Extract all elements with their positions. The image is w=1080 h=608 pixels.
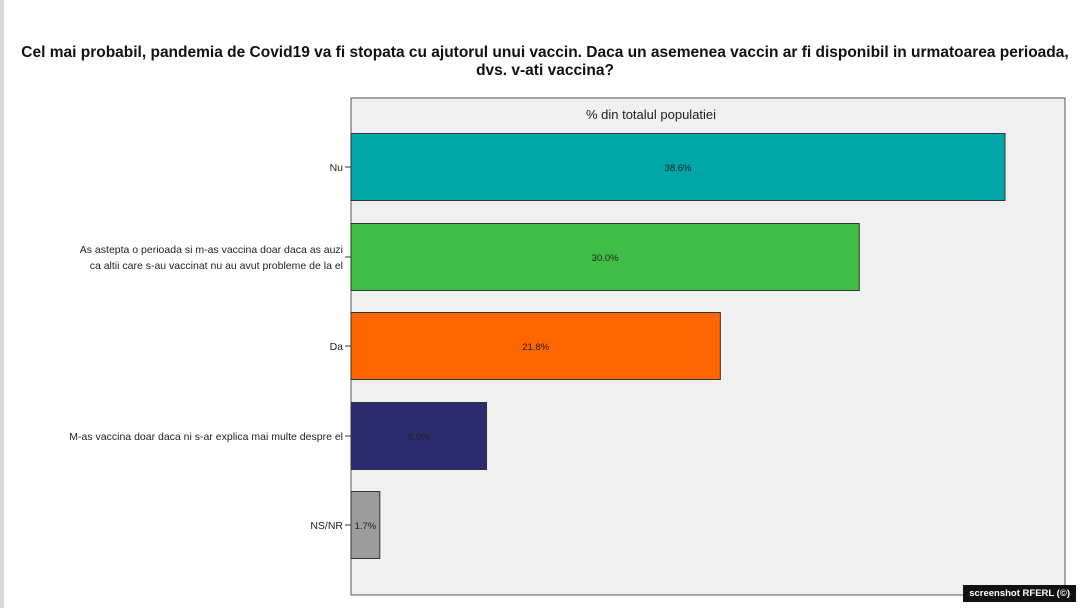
value-label-1: 38.6% bbox=[665, 163, 692, 174]
category-label-1-line-1: Nu bbox=[330, 162, 344, 174]
bar-3 bbox=[350, 312, 721, 380]
bar-5 bbox=[350, 491, 381, 559]
bar-2 bbox=[350, 223, 860, 291]
watermark-badge: screenshot RFERL (©) bbox=[963, 585, 1076, 602]
chart-title-line-1: Cel mai probabil, pandemia de Covid19 va… bbox=[21, 44, 1069, 61]
panel-title: % din totalul populatiei bbox=[586, 107, 716, 122]
value-label-5: 1.7% bbox=[355, 521, 377, 532]
category-label-2-line-1: As astepta o perioada si m-as vaccina do… bbox=[80, 244, 343, 256]
value-label-2: 30.0% bbox=[592, 253, 619, 264]
left-edge-strip bbox=[0, 0, 4, 608]
value-label-3: 21.8% bbox=[522, 342, 549, 353]
category-label-3-line-1: Da bbox=[330, 341, 344, 353]
category-label-4-line-1: M-as vaccina doar daca ni s-ar explica m… bbox=[69, 431, 343, 443]
category-label-5-line-1: NS/NR bbox=[310, 520, 343, 532]
category-label-2-line-2: ca altii care s-au vaccinat nu au avut p… bbox=[90, 260, 343, 272]
bar-4 bbox=[350, 402, 488, 470]
chart-title-line-2: dvs. v-ati vaccina? bbox=[476, 62, 614, 79]
value-label-4: 8.0% bbox=[408, 432, 430, 443]
bars-layer: 38.6% Nu 30.0% As astepta o perioada si m-a… bbox=[69, 133, 1006, 559]
